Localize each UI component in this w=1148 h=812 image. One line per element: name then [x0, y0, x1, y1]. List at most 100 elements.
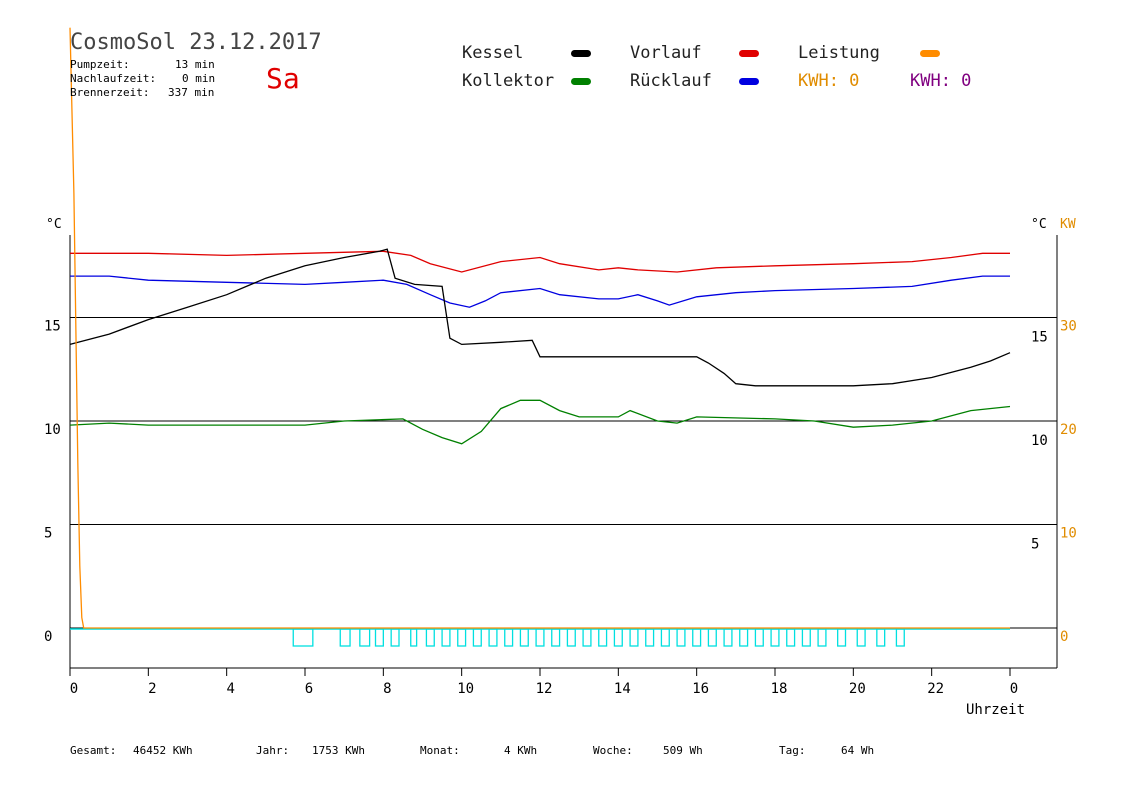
- pump-pulse: [676, 628, 686, 647]
- x-tick-label: 8: [383, 681, 391, 697]
- footer-woche-value: 509 Wh: [663, 744, 703, 757]
- pump-pulse: [359, 628, 371, 647]
- legend-kollektor-swatch: [571, 78, 591, 85]
- pump-pulse: [504, 628, 514, 647]
- footer-jahr-label: Jahr:: [256, 744, 290, 757]
- footer-gesamt-value: 46452 KWh: [133, 744, 193, 757]
- legend-vorlauf-swatch: [739, 50, 759, 57]
- y-tick-label-right-power: 30: [1060, 319, 1077, 335]
- pump-pulse: [472, 628, 482, 647]
- x-tick-label: 10: [457, 681, 474, 697]
- footer-gesamt-label: Gesamt:: [70, 744, 117, 757]
- y-tick-label-left: 5: [44, 526, 52, 542]
- y-tick-label-right-temp: 10: [1031, 433, 1048, 449]
- pump-pulse: [837, 628, 847, 647]
- x-tick-label: 2: [148, 681, 156, 697]
- footer-monat-value: 4 KWh: [504, 744, 538, 757]
- chart-grid: [70, 317, 1057, 525]
- x-tick-label: 18: [771, 681, 788, 697]
- y-axis-label-right-temp: °C: [1031, 217, 1047, 232]
- chart-axes: [69, 235, 1058, 669]
- legend-ruecklauf-label: Rücklauf: [630, 71, 712, 91]
- legend-kollektor-label: Kollektor: [462, 71, 555, 91]
- y-tick-label-right-power: 10: [1060, 526, 1077, 542]
- footer-tag-value: 64 Wh: [841, 744, 875, 757]
- chart-title: CosmoSol 23.12.2017: [70, 30, 322, 55]
- pump-pulse: [292, 628, 314, 647]
- pump-pulse: [566, 628, 576, 647]
- y-tick-label-left: 0: [44, 629, 52, 645]
- pump-pulse: [895, 628, 905, 647]
- x-tick-label: 4: [226, 681, 234, 697]
- pump-pulses: [70, 628, 1010, 647]
- y-tick-label-left: 15: [44, 319, 61, 335]
- y-tick-label-right-power: 20: [1060, 422, 1077, 438]
- x-tick-label: 20: [849, 681, 866, 697]
- legend-kwh-right: KWH: 0: [910, 71, 972, 91]
- pump-pulse: [339, 628, 351, 647]
- stat-brennerzeit-value: 337 min: [168, 86, 215, 99]
- pump-pulse: [770, 628, 780, 647]
- series-ruecklauf: [70, 275, 1010, 308]
- x-tick-label: 14: [614, 681, 631, 697]
- footer-tag-label: Tag:: [779, 744, 806, 757]
- pump-pulse: [856, 628, 866, 647]
- pump-pulse: [739, 628, 749, 647]
- stat-pumpzeit-value: 13 min: [175, 58, 215, 71]
- legend-leistung-swatch: [920, 50, 940, 57]
- pump-pulse: [629, 628, 639, 647]
- y-tick-label-right-temp: 5: [1031, 537, 1039, 553]
- pump-pulse: [692, 628, 702, 647]
- pump-pulse: [410, 628, 418, 647]
- pump-pulse: [786, 628, 796, 647]
- footer-monat-label: Monat:: [420, 744, 460, 757]
- pump-pulse: [660, 628, 670, 647]
- pump-pulse: [519, 628, 529, 647]
- stat-pumpzeit-label: Pumpzeit:: [70, 58, 130, 71]
- footer-jahr-value: 1753 KWh: [312, 744, 365, 757]
- pump-pulse: [598, 628, 608, 647]
- x-tick-label: 16: [692, 681, 709, 697]
- y-axis-label-right-power: KW: [1060, 217, 1076, 232]
- legend-vorlauf-label: Vorlauf: [630, 43, 702, 63]
- pump-pulse: [754, 628, 764, 647]
- pump-pulse: [425, 628, 435, 647]
- x-tick-label: 6: [305, 681, 313, 697]
- pump-pulse: [551, 628, 561, 647]
- x-tick-label: 0: [1010, 681, 1018, 697]
- series-vorlauf: [70, 250, 1010, 273]
- pump-pulse: [707, 628, 717, 647]
- chart-tick-labels: 0 2 4 6 8 10 12 14 16 18 20 22 0 0 5 10 15 5 10 15 0 10 20 30: [44, 319, 1077, 698]
- pump-pulse: [457, 628, 467, 647]
- pump-pulse: [613, 628, 623, 647]
- series-leistung: [69, 27, 1010, 629]
- pump-pulse: [876, 628, 886, 647]
- legend-ruecklauf-swatch: [739, 78, 759, 85]
- x-tick-label: 0: [70, 681, 78, 697]
- y-tick-label-right-power: 0: [1060, 629, 1068, 645]
- pump-pulse: [723, 628, 733, 647]
- pump-pulse: [645, 628, 655, 647]
- pump-pulse: [374, 628, 384, 647]
- x-axis-label: Uhrzeit: [966, 702, 1025, 718]
- pump-pulse: [441, 628, 451, 647]
- y-tick-label-left: 10: [44, 422, 61, 438]
- chart-series: [69, 27, 1011, 629]
- pump-pulse: [801, 628, 811, 647]
- legend-kessel-swatch: [571, 50, 591, 57]
- pump-pulse: [817, 628, 827, 647]
- stat-brennerzeit-label: Brennerzeit:: [70, 86, 150, 99]
- y-axis-label-left: °C: [46, 217, 62, 232]
- pump-pulse: [390, 628, 400, 647]
- legend-leistung-label: Leistung: [798, 43, 880, 63]
- legend-kwh-left: KWH: 0: [798, 71, 860, 91]
- stat-nachlaufzeit-label: Nachlaufzeit:: [70, 72, 157, 85]
- pump-pulse: [488, 628, 498, 647]
- pump-pulse: [582, 628, 592, 647]
- pump-pulse: [535, 628, 545, 647]
- footer-woche-label: Woche:: [593, 744, 633, 757]
- x-tick-label: 22: [927, 681, 944, 697]
- stat-nachlaufzeit-value: 0 min: [182, 72, 216, 85]
- legend-kessel-label: Kessel: [462, 43, 524, 63]
